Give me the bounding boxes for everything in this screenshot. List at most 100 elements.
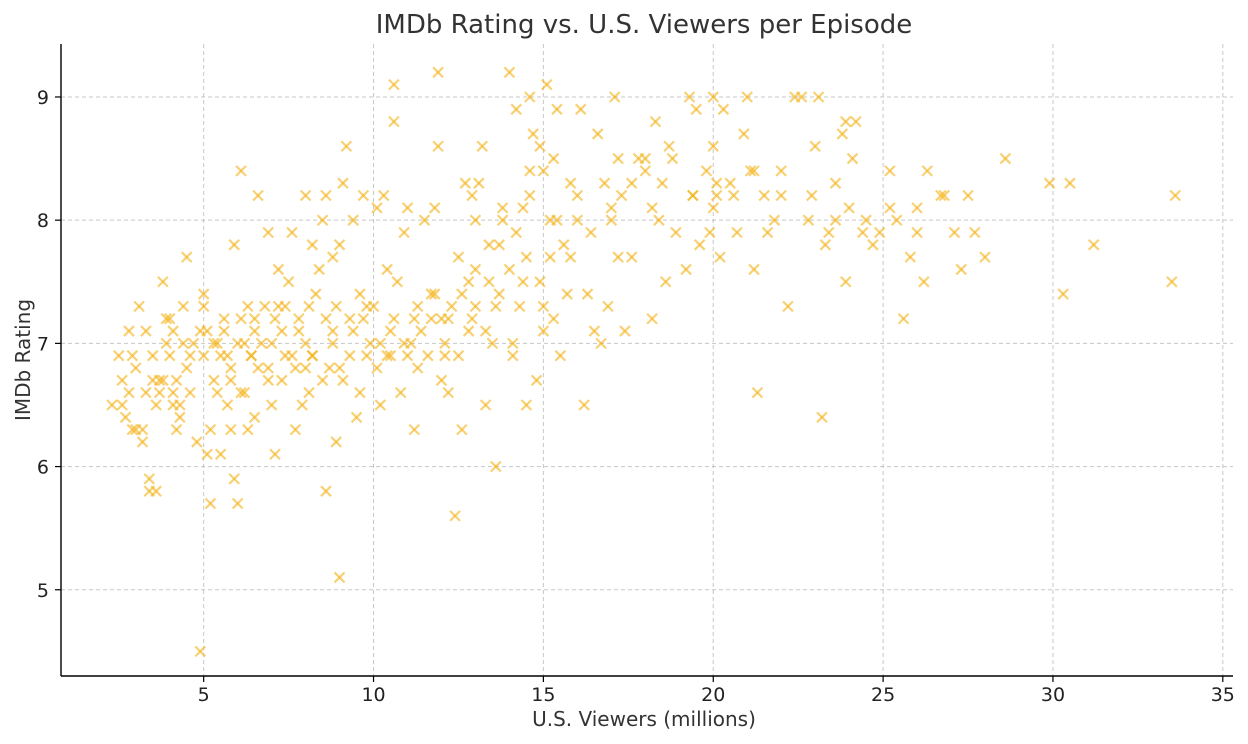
data-point	[534, 275, 546, 288]
data-point	[126, 423, 139, 436]
data-point	[425, 288, 438, 300]
data-point	[751, 386, 764, 399]
data-point	[157, 275, 169, 288]
data-point	[625, 251, 638, 263]
data-point	[384, 349, 397, 362]
data-point	[693, 239, 706, 251]
data-point	[238, 386, 251, 399]
data-point	[710, 189, 723, 202]
data-point	[547, 312, 560, 325]
data-point	[707, 202, 720, 214]
data-point	[384, 325, 397, 337]
data-point	[204, 423, 217, 436]
data-point	[180, 362, 193, 374]
data-point	[462, 275, 475, 288]
y-axis-label: IMDb Rating	[11, 299, 35, 421]
data-point	[496, 202, 509, 214]
data-point	[265, 337, 278, 350]
x-tick-label: 15	[531, 684, 555, 706]
data-point	[299, 337, 312, 350]
data-point	[401, 202, 414, 214]
data-point	[313, 263, 325, 276]
x-tick-label: 20	[701, 684, 725, 706]
data-point	[157, 374, 169, 387]
data-point	[167, 325, 179, 337]
data-point	[551, 103, 563, 116]
data-point	[517, 275, 529, 288]
data-point	[197, 349, 210, 362]
data-point	[493, 239, 506, 251]
data-point	[452, 349, 465, 362]
data-point	[748, 263, 760, 276]
data-point	[228, 239, 241, 251]
data-point	[670, 226, 682, 239]
data-point	[269, 448, 281, 461]
data-point	[469, 214, 482, 226]
data-point	[418, 214, 431, 226]
data-point	[653, 214, 665, 226]
data-point	[680, 263, 692, 276]
data-point	[524, 165, 536, 177]
data-point	[483, 239, 495, 251]
data-point	[140, 386, 152, 399]
data-point	[445, 300, 458, 313]
data-point	[388, 78, 400, 91]
y-tick-label: 9	[37, 87, 49, 109]
data-point	[337, 374, 349, 387]
data-point	[265, 399, 278, 411]
data-point	[323, 362, 336, 374]
data-point	[432, 66, 444, 79]
data-point	[262, 226, 275, 239]
data-point	[717, 103, 730, 116]
data-point	[282, 275, 295, 288]
data-point	[153, 386, 166, 399]
data-point	[608, 91, 621, 103]
data-point	[252, 362, 264, 374]
data-point	[1064, 177, 1076, 189]
data-point	[194, 645, 207, 658]
data-point	[252, 189, 264, 202]
data-point	[581, 288, 594, 300]
data-point	[612, 251, 624, 263]
data-point	[242, 423, 254, 436]
data-point	[248, 325, 261, 337]
data-point	[197, 288, 210, 300]
data-point	[452, 251, 465, 263]
data-point	[289, 423, 302, 436]
data-point	[310, 288, 322, 300]
data-point	[354, 288, 366, 300]
data-point	[129, 362, 142, 374]
data-point	[979, 251, 991, 263]
data-point	[191, 436, 203, 448]
data-point	[520, 399, 533, 411]
data-point	[476, 140, 489, 153]
data-point	[146, 374, 159, 387]
chart-title: IMDb Rating vs. U.S. Viewers per Episode	[376, 10, 913, 40]
data-point	[269, 312, 281, 325]
data-point	[574, 103, 587, 116]
data-point	[326, 325, 339, 337]
data-point	[700, 165, 713, 177]
data-point	[921, 165, 934, 177]
data-point	[551, 214, 563, 226]
data-point	[146, 349, 159, 362]
data-point	[588, 325, 601, 337]
data-point	[822, 226, 835, 239]
data-point	[442, 312, 455, 325]
data-point	[245, 349, 258, 362]
data-point	[782, 300, 794, 313]
data-point	[486, 337, 499, 350]
data-point	[850, 115, 862, 128]
data-point	[214, 448, 227, 461]
data-point	[1043, 177, 1056, 189]
data-point	[401, 349, 414, 362]
data-point	[805, 189, 818, 202]
data-point	[456, 423, 468, 436]
data-point	[493, 288, 506, 300]
data-point	[374, 337, 387, 350]
data-point	[439, 349, 451, 362]
data-point	[136, 423, 149, 436]
data-point	[619, 325, 631, 337]
data-point	[320, 189, 332, 202]
